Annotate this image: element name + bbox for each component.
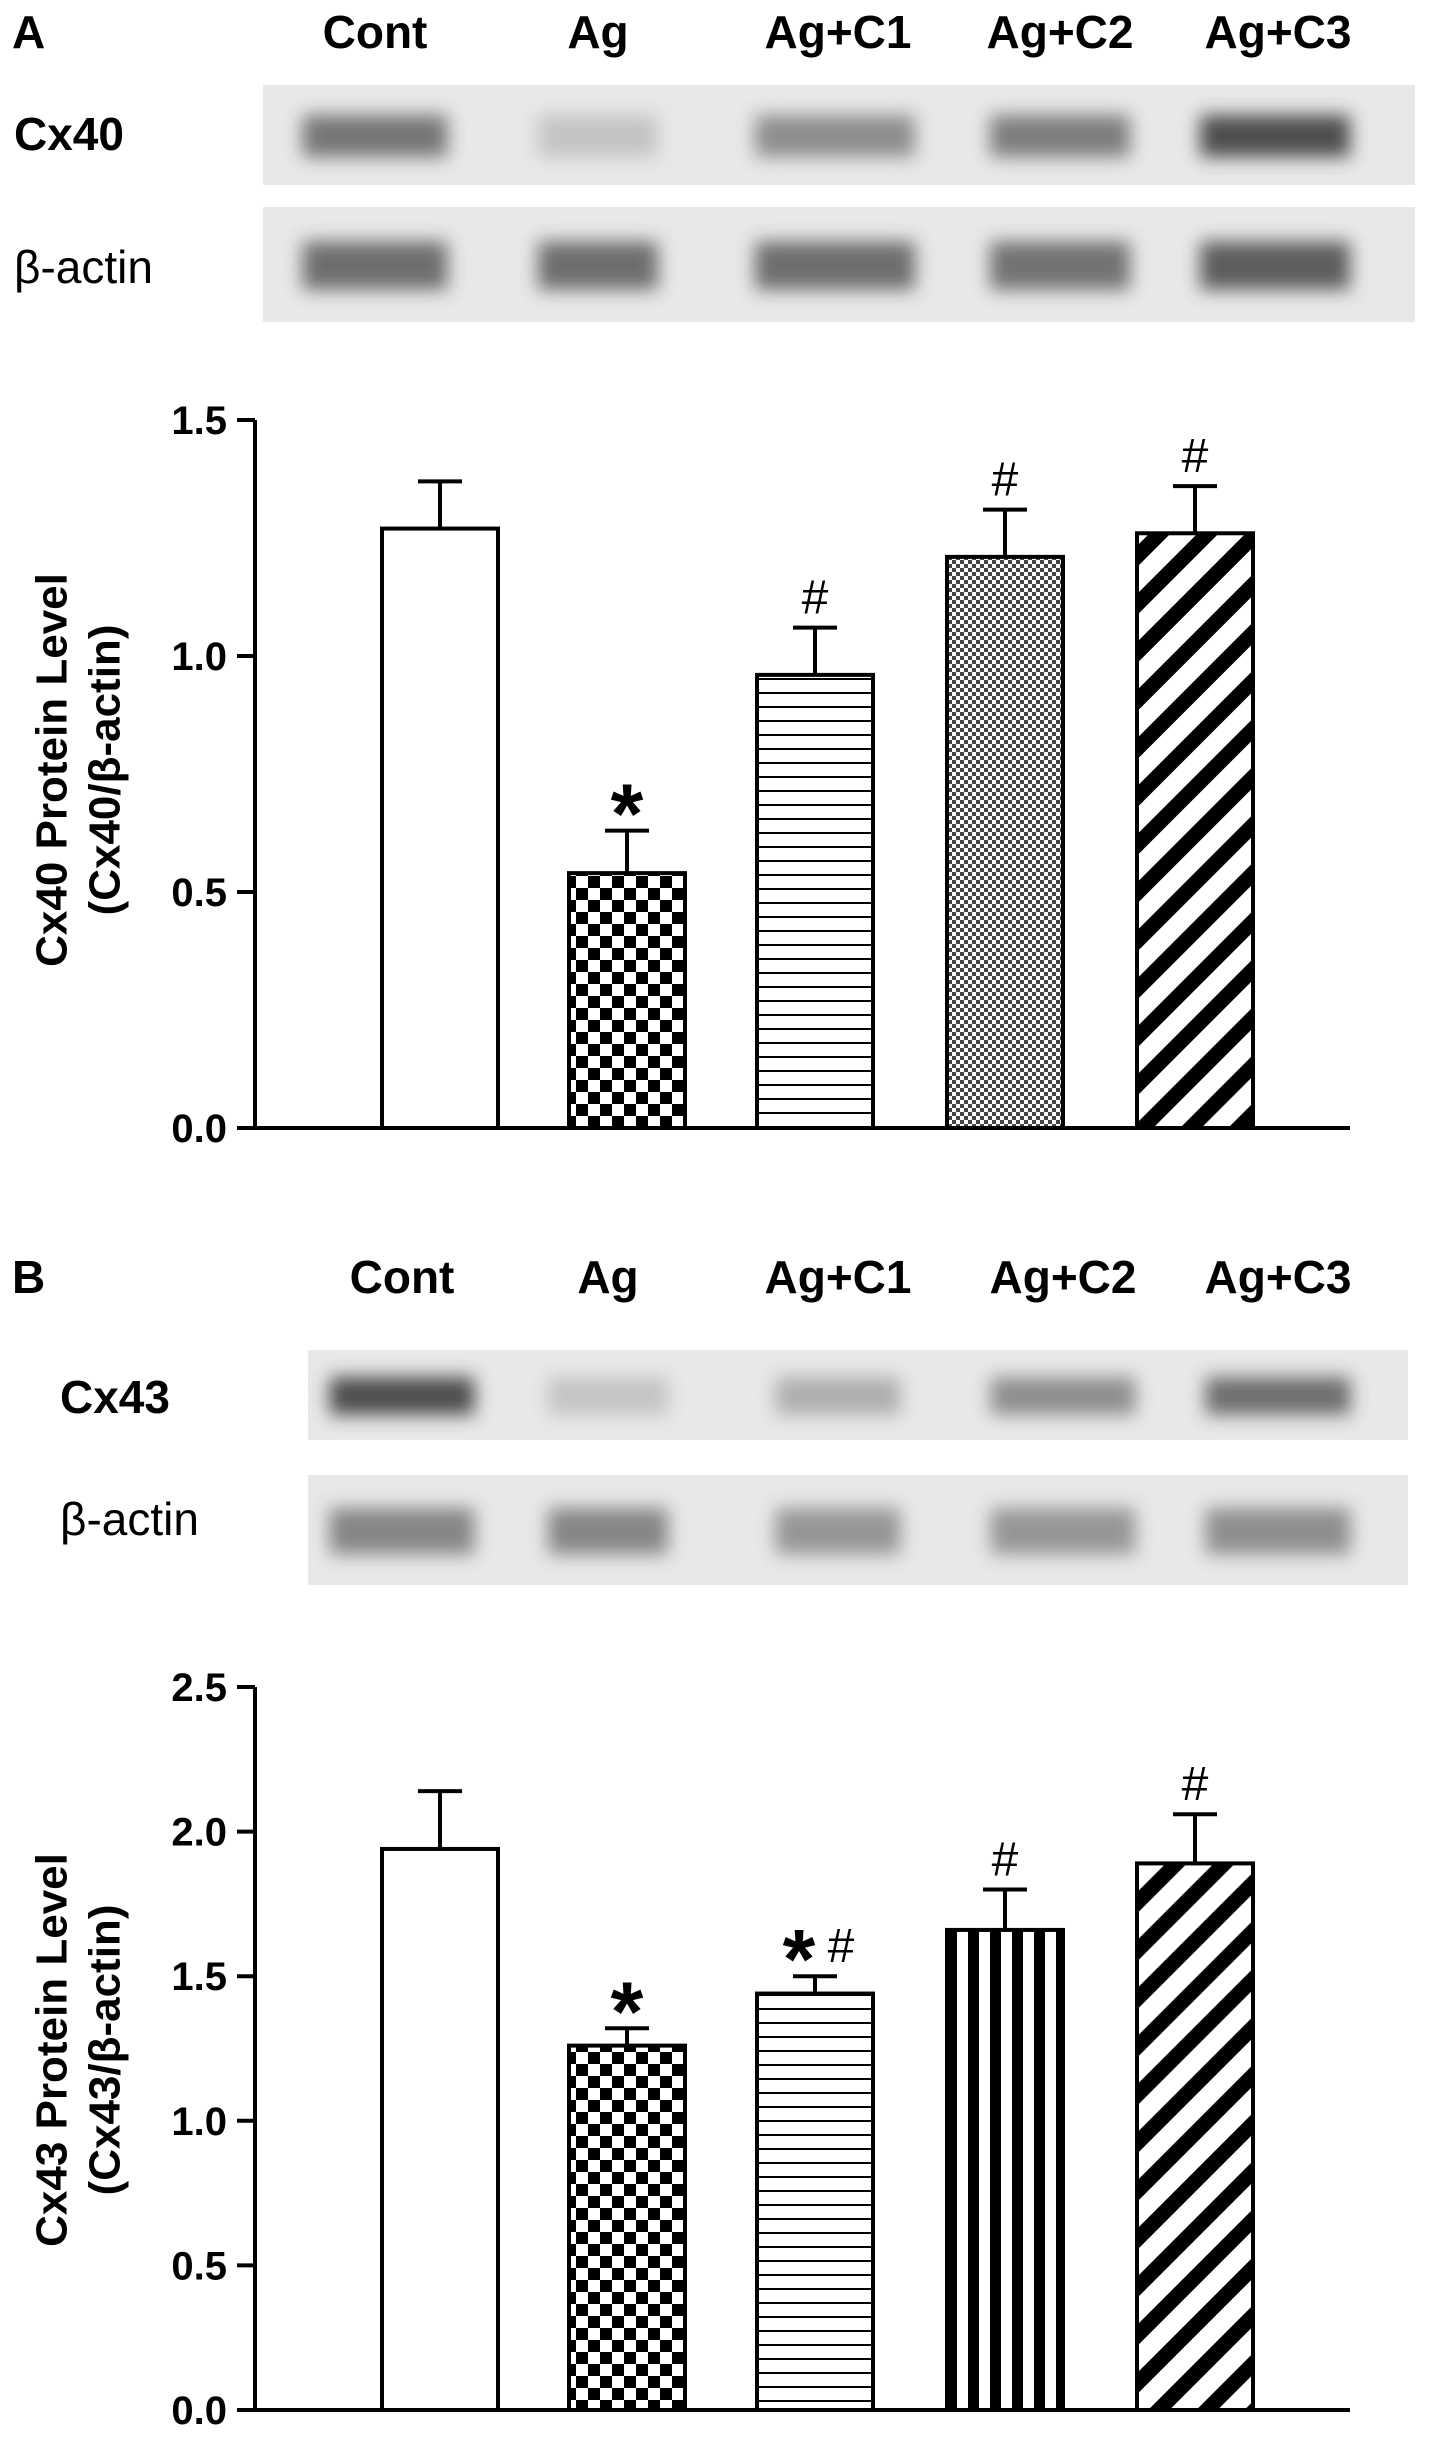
lane-label: Ag+C3 bbox=[1205, 6, 1352, 58]
bar-ag bbox=[567, 2043, 687, 2413]
y-tick-label: 1.0 bbox=[171, 2100, 227, 2144]
y-tick-label: 2.5 bbox=[171, 1666, 227, 1710]
lane-label: Ag+C1 bbox=[765, 1251, 912, 1303]
y-tick-label: 0.0 bbox=[171, 2389, 227, 2433]
blot-band bbox=[548, 1508, 668, 1555]
lane-label: Ag+C2 bbox=[987, 6, 1134, 58]
bar-ag-c2 bbox=[945, 1927, 1065, 2412]
significance-hash: # bbox=[1182, 1758, 1209, 1811]
y-axis-label: Cx40 Protein Level bbox=[28, 573, 77, 967]
significance-star: * bbox=[783, 1912, 816, 2006]
blot-band bbox=[990, 241, 1130, 290]
blot-band bbox=[1205, 1508, 1351, 1555]
blot-band bbox=[755, 241, 915, 290]
blot-band bbox=[990, 1377, 1136, 1415]
blot-band bbox=[990, 1508, 1136, 1555]
lane-label: Cont bbox=[350, 1251, 455, 1303]
blot-band bbox=[775, 1508, 901, 1555]
blot-band bbox=[329, 1508, 475, 1555]
blot-band bbox=[329, 1377, 475, 1415]
actin-blot bbox=[308, 1475, 1408, 1585]
y-axis-label: Cx43 Protein Level bbox=[28, 1853, 77, 2247]
blot-label-actin: β-actin bbox=[14, 241, 153, 293]
lane-label: Ag bbox=[567, 6, 628, 58]
blot-band bbox=[548, 1377, 668, 1415]
blot-band bbox=[302, 115, 448, 157]
y-tick-label: 1.5 bbox=[171, 1955, 227, 1999]
blot-band bbox=[1200, 241, 1350, 290]
bar-ag bbox=[567, 871, 687, 1130]
blot-band bbox=[538, 241, 658, 290]
panel-a: A Cont Ag Ag+C1 Ag+C2 Ag+C3 Cx40 β-actin 0.0 0.5 1… bbox=[12, 6, 1415, 1151]
y-tick-label: 2.0 bbox=[171, 1811, 227, 1855]
bar-ag-c3 bbox=[1135, 1861, 1255, 2412]
blot-label-target: Cx43 bbox=[60, 1371, 170, 1423]
blot-label-target: Cx40 bbox=[14, 108, 124, 160]
y-tick-label: 0.5 bbox=[171, 871, 227, 915]
blot-band bbox=[775, 1377, 901, 1415]
bar-ag-c3 bbox=[1135, 531, 1255, 1130]
y-axis-label: (Cx43/β-actin) bbox=[81, 1905, 130, 2196]
bar-ag-c1 bbox=[755, 672, 875, 1130]
blot-band bbox=[538, 115, 658, 157]
panel-letter: B bbox=[12, 1251, 45, 1303]
panel-letter: A bbox=[12, 6, 45, 58]
lane-label: Ag+C3 bbox=[1205, 1251, 1352, 1303]
bar-ag-c1 bbox=[755, 1991, 875, 2412]
significance-star: * bbox=[611, 767, 644, 861]
y-tick-label: 0.5 bbox=[171, 2244, 227, 2288]
bar-cont bbox=[380, 1846, 500, 2412]
y-axis-label: (Cx40/β-actin) bbox=[81, 625, 130, 916]
blot-band bbox=[302, 241, 448, 290]
significance-hash: # bbox=[1182, 430, 1209, 483]
lane-label: Ag+C1 bbox=[765, 6, 912, 58]
y-tick-label: 1.0 bbox=[171, 635, 227, 679]
blot-band bbox=[1205, 1377, 1351, 1415]
panel-b: B Cont Ag Ag+C1 Ag+C2 Ag+C3 Cx43 β-actin 0.0 0.5 1… bbox=[12, 1251, 1408, 2433]
blot-label-actin: β-actin bbox=[60, 1493, 199, 1545]
significance-hash: # bbox=[828, 1920, 855, 1973]
y-tick-label: 0.0 bbox=[171, 1107, 227, 1151]
lane-label: Ag+C2 bbox=[990, 1251, 1137, 1303]
y-tick-label: 1.5 bbox=[171, 399, 227, 443]
blot-band bbox=[755, 115, 915, 157]
actin-blot bbox=[263, 207, 1415, 322]
blot-band bbox=[990, 115, 1130, 157]
blot-band bbox=[1200, 115, 1350, 157]
bar-cont bbox=[380, 526, 500, 1130]
significance-hash: # bbox=[802, 572, 829, 625]
significance-star: * bbox=[611, 1964, 644, 2058]
lane-label: Ag bbox=[577, 1251, 638, 1303]
bar-ag-c2 bbox=[945, 554, 1065, 1130]
significance-hash: # bbox=[992, 454, 1019, 507]
lane-label: Cont bbox=[323, 6, 428, 58]
target-blot bbox=[308, 1350, 1408, 1440]
target-blot bbox=[263, 85, 1415, 185]
significance-hash: # bbox=[992, 1833, 1019, 1886]
